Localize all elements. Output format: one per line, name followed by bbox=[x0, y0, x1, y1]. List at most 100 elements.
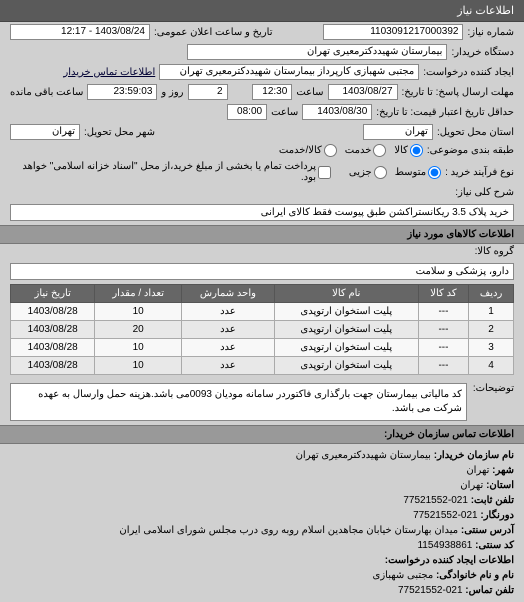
city-label: شهر: bbox=[492, 465, 514, 476]
requester-label: ایجاد کننده درخواست: bbox=[423, 67, 514, 78]
table-cell: 1403/08/28 bbox=[11, 303, 95, 321]
remain-label: ساعت باقی مانده bbox=[10, 87, 83, 98]
deadline-send-label: مهلت ارسال پاسخ: تا تاریخ: bbox=[402, 87, 514, 98]
ref-value: 1103091217000392 bbox=[323, 24, 463, 40]
delivery-city-value: تهران bbox=[10, 124, 80, 140]
table-cell: پلیت استخوان ارتوپدی bbox=[274, 321, 418, 339]
org-label: نام سازمان خریدار: bbox=[434, 450, 514, 461]
requester-section-label: اطلاعات ایجاد کننده درخواست: bbox=[385, 555, 514, 566]
goods-table: ردیف کد کالا نام کالا واحد شمارش تعداد /… bbox=[10, 284, 514, 375]
table-cell: عدد bbox=[182, 303, 275, 321]
deadline-consider-time: 08:00 bbox=[227, 104, 267, 120]
deadline-send-date: 1403/08/27 bbox=[328, 84, 398, 100]
radio-both-label: کالا/خدمت bbox=[279, 145, 322, 156]
phone-value: 021-77521552 bbox=[403, 495, 468, 506]
contact-info-block: نام سازمان خریدار: بیمارستان شهیددکترمعی… bbox=[0, 444, 524, 602]
notes-label: توضیحات: bbox=[473, 383, 514, 421]
province-label: استان: bbox=[486, 480, 514, 491]
radio-medium[interactable] bbox=[428, 166, 441, 179]
remain-time: 23:59:03 bbox=[87, 84, 157, 100]
row-delivery: استان محل تحویل: تهران شهر محل تحویل: ته… bbox=[0, 122, 524, 142]
address-value: میدان بهارستان خیابان مجاهدین اسلام روبه… bbox=[119, 525, 458, 536]
table-cell: 10 bbox=[95, 357, 182, 375]
deadline-consider-date: 1403/08/30 bbox=[302, 104, 372, 120]
table-cell: پلیت استخوان ارتوپدی bbox=[274, 357, 418, 375]
delivery-place-label: استان محل تحویل: bbox=[437, 127, 514, 138]
notes-text: کد مالیاتی بیمارستان جهت بارگذاری فاکتور… bbox=[10, 383, 467, 421]
radio-service-label: خدمت bbox=[345, 145, 372, 156]
deadline-send-time: 12:30 bbox=[252, 84, 292, 100]
th-name: نام کالا bbox=[274, 285, 418, 303]
goods-group-label: گروه کالا: bbox=[475, 246, 514, 257]
buyer-label: دستگاه خریدار: bbox=[451, 47, 514, 58]
city-value: تهران bbox=[466, 465, 489, 476]
table-row: 2---پلیت استخوان ارتوپدیعدد201403/08/28 bbox=[11, 321, 514, 339]
row-goods-group: گروه کالا: bbox=[0, 244, 524, 259]
row-desc-title: شرح کلی نیاز: bbox=[0, 185, 524, 200]
radio-minor[interactable] bbox=[374, 166, 387, 179]
table-cell: 10 bbox=[95, 339, 182, 357]
postal-label: کد سنتی: bbox=[475, 540, 514, 551]
pay-checkbox[interactable] bbox=[318, 166, 331, 179]
goods-section-header: اطلاعات کالاهای مورد نیاز bbox=[0, 225, 524, 244]
group-type-radios: کالا خدمت کالا/خدمت bbox=[279, 144, 423, 157]
radio-both[interactable] bbox=[324, 144, 337, 157]
pay-check-label: پرداخت تمام یا بخشی از مبلغ خرید،از محل … bbox=[10, 161, 316, 183]
table-cell: 2 bbox=[469, 321, 514, 339]
delivery-place-value: تهران bbox=[363, 124, 433, 140]
th-qty: تعداد / مقدار bbox=[95, 285, 182, 303]
table-row: 4---پلیت استخوان ارتوپدیعدد101403/08/28 bbox=[11, 357, 514, 375]
phone-label: تلفن ثابت: bbox=[471, 495, 514, 506]
announce-value: 1403/08/24 - 12:17 bbox=[10, 24, 150, 40]
time-label-1: ساعت bbox=[296, 87, 323, 98]
time-label-2: ساعت bbox=[271, 107, 298, 118]
requester-phone-value: 021-77521552 bbox=[398, 585, 463, 596]
radio-service[interactable] bbox=[373, 144, 386, 157]
row-deadline-send: مهلت ارسال پاسخ: تا تاریخ: 1403/08/27 سا… bbox=[0, 82, 524, 102]
fax-value: 021-77521552 bbox=[413, 510, 478, 521]
address-label: آدرس سنتی: bbox=[461, 525, 514, 536]
table-cell: --- bbox=[418, 357, 468, 375]
table-cell: عدد bbox=[182, 339, 275, 357]
table-cell: عدد bbox=[182, 321, 275, 339]
announce-label: تاریخ و ساعت اعلان عمومی: bbox=[154, 27, 273, 38]
process-radios: متوسط جزیی bbox=[349, 166, 441, 179]
buyer-value: بیمارستان شهیددکترمعیری تهران bbox=[187, 44, 447, 60]
table-cell: --- bbox=[418, 339, 468, 357]
delivery-city-label: شهر محل تحویل: bbox=[84, 127, 155, 138]
table-cell: 1403/08/28 bbox=[11, 339, 95, 357]
postal-value: 1154938861 bbox=[417, 540, 472, 551]
radio-medium-label: متوسط bbox=[395, 167, 426, 178]
fax-label: دورنگار: bbox=[480, 510, 514, 521]
table-cell: 10 bbox=[95, 303, 182, 321]
th-code: کد کالا bbox=[418, 285, 468, 303]
table-row: 3---پلیت استخوان ارتوپدیعدد101403/08/28 bbox=[11, 339, 514, 357]
row-notes: توضیحات: کد مالیاتی بیمارستان جهت بارگذا… bbox=[0, 379, 524, 425]
goods-group-value: دارو، پزشکی و سلامت bbox=[10, 263, 514, 280]
row-buyer: دستگاه خریدار: بیمارستان شهیددکترمعیری ت… bbox=[0, 42, 524, 62]
group-type-label: طبقه بندی موضوعی: bbox=[427, 145, 514, 156]
table-cell: 1403/08/28 bbox=[11, 321, 95, 339]
th-unit: واحد شمارش bbox=[182, 285, 275, 303]
th-date: تاریخ نیاز bbox=[11, 285, 95, 303]
table-cell: --- bbox=[418, 321, 468, 339]
process-label: نوع فرآیند خرید : bbox=[445, 167, 514, 178]
deadline-consider-label: حداقل تاریخ اعتبار قیمت: تا تاریخ: bbox=[376, 107, 514, 118]
desc-title-label: شرح کلی نیاز: bbox=[455, 187, 514, 198]
table-cell: 20 bbox=[95, 321, 182, 339]
org-value: بیمارستان شهیددکترمعیری تهران bbox=[296, 450, 431, 461]
row-group-type: طبقه بندی موضوعی: کالا خدمت کالا/خدمت bbox=[0, 142, 524, 159]
radio-goods[interactable] bbox=[410, 144, 423, 157]
remain-days-label: روز و bbox=[161, 87, 183, 98]
table-cell: 1 bbox=[469, 303, 514, 321]
page-header: اطلاعات نیاز bbox=[0, 0, 524, 22]
table-cell: --- bbox=[418, 303, 468, 321]
desc-title-value: خرید پلاک 3.5 ریکانستراکشن طبق پیوست فقط… bbox=[10, 204, 514, 221]
table-cell: پلیت استخوان ارتوپدی bbox=[274, 303, 418, 321]
th-row: ردیف bbox=[469, 285, 514, 303]
table-cell: 1403/08/28 bbox=[11, 357, 95, 375]
province-value: تهران bbox=[460, 480, 483, 491]
table-cell: 4 bbox=[469, 357, 514, 375]
contact-link[interactable]: اطلاعات تماس خریدار bbox=[63, 67, 155, 78]
table-row: 1---پلیت استخوان ارتوپدیعدد101403/08/28 bbox=[11, 303, 514, 321]
